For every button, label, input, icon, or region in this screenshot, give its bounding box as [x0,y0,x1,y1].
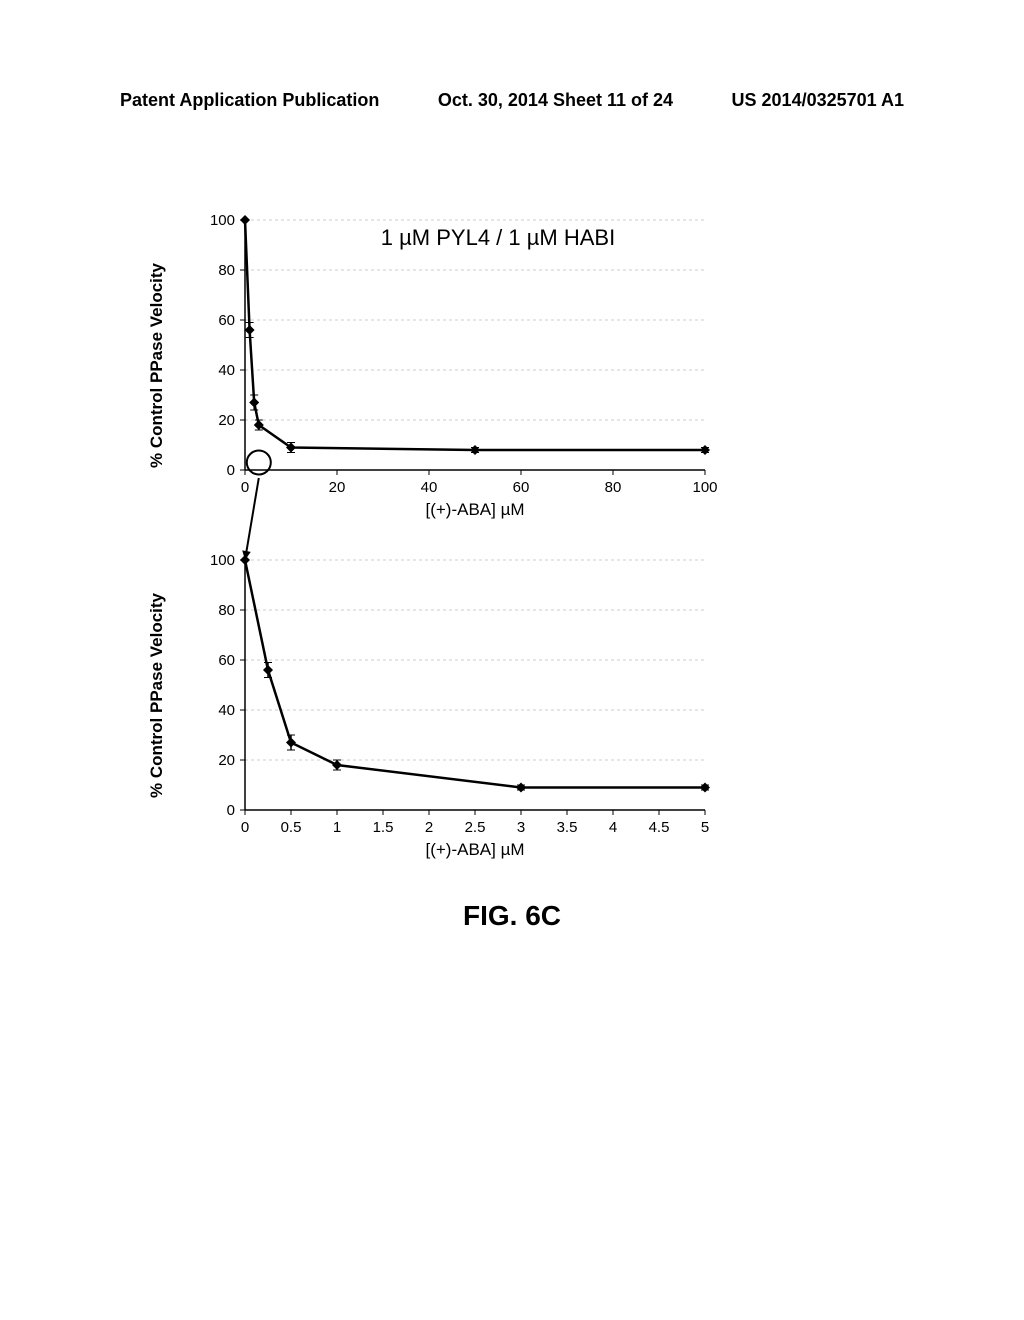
svg-text:2: 2 [425,819,433,836]
chart-top: 0 20 40 60 80 100 0 20 40 60 80 100 [(+)-ABA] µM 1 µM… [175,200,735,540]
svg-text:4: 4 [609,819,617,836]
svg-text:1.5: 1.5 [373,819,394,836]
svg-text:20: 20 [329,479,346,496]
svg-text:80: 80 [605,479,622,496]
header-left: Patent Application Publication [120,90,379,111]
svg-text:20: 20 [218,412,235,429]
svg-text:100: 100 [210,212,235,229]
svg-text:40: 40 [218,702,235,719]
chart-top-wrapper: % Control PPase Velocity 020406080100020… [175,200,735,540]
svg-text:0: 0 [227,462,235,479]
svg-text:2.5: 2.5 [465,819,486,836]
svg-text:0: 0 [227,802,235,819]
svg-text:3: 3 [517,819,525,836]
svg-text:1: 1 [333,819,341,836]
page-header: Patent Application Publication Oct. 30, … [0,90,1024,111]
svg-text:100: 100 [210,552,235,569]
svg-text:0: 0 [241,479,249,496]
chart-top-ylabel: % Control PPase Velocity [147,250,167,480]
svg-text:5: 5 [701,819,709,836]
svg-text:0: 0 [241,819,249,836]
figure-caption: FIG. 6C [0,900,1024,932]
svg-text:40: 40 [421,479,438,496]
svg-text:60: 60 [218,312,235,329]
svg-text:0.5: 0.5 [281,819,302,836]
svg-text:100: 100 [692,479,717,496]
chart-bottom-wrapper: % Control PPase Velocity 02040608010000.… [175,550,735,870]
svg-text:20: 20 [218,752,235,769]
svg-text:[(+)-ABA] µM: [(+)-ABA] µM [425,840,524,859]
svg-text:3.5: 3.5 [557,819,578,836]
svg-text:60: 60 [218,652,235,669]
svg-text:1 µM PYL4 / 1 µM HABI: 1 µM PYL4 / 1 µM HABI [381,225,615,250]
svg-text:80: 80 [218,262,235,279]
svg-text:80: 80 [218,602,235,619]
header-center: Oct. 30, 2014 Sheet 11 of 24 [438,90,673,111]
figure-container: % Control PPase Velocity 020406080100020… [175,200,735,870]
chart-bottom: 0 20 40 60 80 100 0 0.5 1 1.5 2 2.5 3 3.5 4 4.5 5 [(+)-AB… [175,550,735,870]
svg-text:60: 60 [513,479,530,496]
chart-bottom-ylabel: % Control PPase Velocity [147,580,167,810]
svg-text:4.5: 4.5 [649,819,670,836]
svg-text:[(+)-ABA] µM: [(+)-ABA] µM [425,500,524,519]
header-right: US 2014/0325701 A1 [732,90,904,111]
svg-text:40: 40 [218,362,235,379]
